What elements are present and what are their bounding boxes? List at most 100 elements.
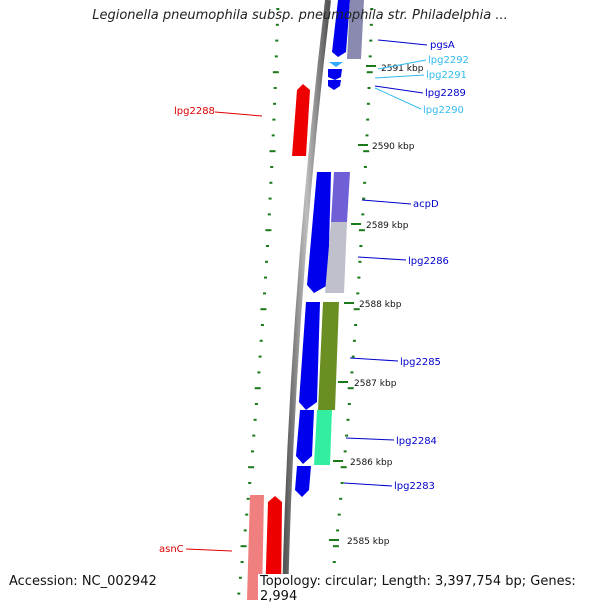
- tick-mark: [258, 355, 262, 358]
- tick-mark: [257, 371, 261, 374]
- tick-mark: [332, 545, 339, 548]
- tick-mark: [370, 8, 374, 10]
- tick-mark: [346, 418, 350, 421]
- tick-mark: [240, 545, 247, 548]
- gene-feature-lpg2284[interactable]: [314, 410, 332, 465]
- tick-mark: [275, 39, 279, 42]
- gene-label-lpg2291[interactable]: lpg2291: [426, 70, 467, 81]
- gene-feature-lpg2284-strand[interactable]: [296, 410, 314, 464]
- tick-mark: [358, 260, 362, 263]
- tick-mark: [352, 339, 356, 342]
- tick-mark: [354, 324, 358, 326]
- tick-mark: [357, 276, 361, 279]
- gene-feature-lpg2285[interactable]: [318, 302, 339, 410]
- label-leaders: [185, 39, 428, 552]
- tick-mark: [238, 576, 242, 579]
- map-title: Legionella pneumophila subsp. pneumophil…: [92, 8, 508, 23]
- gene-feature-lpg2286[interactable]: [325, 222, 347, 293]
- gene-feature-lpg2285-strand[interactable]: [299, 302, 320, 410]
- tick-mark: [254, 387, 261, 390]
- gene-feature-acpD-strand[interactable]: [307, 172, 331, 293]
- tick-mark: [363, 181, 367, 184]
- tick-mark: [253, 418, 257, 421]
- tick-mark: [369, 39, 373, 42]
- tick-mark: [368, 55, 372, 58]
- tick-mark: [359, 245, 363, 247]
- scale-label: 2587 kbp: [354, 379, 397, 389]
- tick-mark: [347, 403, 351, 405]
- gene-feature-lpg2283-strand[interactable]: [295, 466, 311, 497]
- gene-feature-lpg2291[interactable]: [328, 69, 342, 80]
- tick-mark: [268, 197, 272, 200]
- gene-label-lpg2292[interactable]: lpg2292: [428, 55, 469, 66]
- tick-mark: [243, 529, 247, 532]
- scale-label: 2590 kbp: [372, 142, 415, 152]
- tick-mark: [339, 497, 343, 500]
- tick-mark: [270, 166, 274, 168]
- gene-label-lpg2284[interactable]: lpg2284: [396, 436, 437, 447]
- gene-label-lpg2283[interactable]: lpg2283: [394, 481, 435, 492]
- gene-label-lpg2285[interactable]: lpg2285: [400, 357, 441, 368]
- tick-mark: [366, 118, 370, 121]
- tick-mark: [265, 260, 268, 263]
- tick-mark: [245, 513, 249, 516]
- tick-mark: [276, 8, 280, 10]
- tick-mark: [273, 87, 277, 89]
- gene-label-asnC[interactable]: asnC: [159, 544, 184, 555]
- tick-mark: [337, 513, 341, 516]
- gene-label-acpD[interactable]: acpD: [413, 199, 439, 210]
- tick-mark: [332, 561, 336, 563]
- tick-mark: [367, 87, 371, 89]
- tick-mark: [273, 102, 277, 105]
- tick-mark: [343, 450, 347, 453]
- tick-mark: [272, 71, 279, 74]
- tick-mark: [361, 213, 365, 216]
- tick-mark: [358, 229, 365, 232]
- tick-mark: [252, 434, 256, 437]
- tick-mark: [266, 245, 269, 247]
- tick-mark: [336, 529, 340, 532]
- gene-feature-lpg2288[interactable]: [292, 84, 310, 156]
- gene-label-pgsA[interactable]: pgsA: [430, 40, 455, 51]
- tick-mark: [350, 371, 354, 374]
- tick-mark: [240, 561, 244, 563]
- tick-mark: [259, 339, 263, 342]
- scale-label: 2589 kbp: [366, 221, 409, 231]
- tick-mark: [265, 229, 272, 232]
- scale-label: 2588 kbp: [359, 300, 402, 310]
- tick-mark: [351, 355, 355, 358]
- gene-feature-pgsA-shadow[interactable]: [347, 0, 364, 59]
- tick-mark: [263, 292, 266, 295]
- tick-mark: [269, 181, 273, 184]
- gene-feature-lpg2292[interactable]: [329, 62, 343, 67]
- tick-mark: [272, 118, 276, 121]
- tick-mark: [362, 197, 366, 200]
- gene-label-lpg2290[interactable]: lpg2290: [423, 105, 464, 116]
- tick-mark: [353, 308, 360, 311]
- tick-mark: [345, 434, 349, 437]
- tick-mark: [369, 23, 373, 26]
- gene-feature-lpg2289[interactable]: [328, 80, 341, 90]
- scale-label: 2591 kbp: [381, 64, 424, 74]
- tick-mark: [340, 466, 347, 469]
- genome-summary-text: Topology: circular; Length: 3,397,754 bp…: [258, 574, 600, 604]
- gene-feature-pgsA[interactable]: [332, 0, 350, 57]
- scale-label: 2585 kbp: [347, 537, 390, 547]
- tick-mark: [275, 23, 279, 26]
- gene-feature-acpD[interactable]: [331, 172, 350, 222]
- scale-labels: 2591 kbp 2590 kbp 2589 kbp 2588 kbp 2587…: [329, 64, 424, 547]
- tick-mark: [264, 276, 267, 279]
- forward-strand-features: [314, 0, 364, 465]
- tick-mark: [366, 71, 373, 74]
- tick-mark: [363, 166, 367, 168]
- gene-feature-asnC-light[interactable]: [247, 495, 264, 600]
- tick-mark: [254, 403, 258, 405]
- tick-mark: [260, 324, 264, 326]
- tick-mark: [248, 482, 252, 484]
- gene-label-lpg2288[interactable]: lpg2288: [174, 106, 215, 117]
- tick-mark: [246, 497, 250, 500]
- tick-mark: [267, 213, 271, 216]
- gene-label-lpg2289[interactable]: lpg2289: [425, 88, 466, 99]
- tick-mark: [363, 150, 370, 153]
- gene-label-lpg2286[interactable]: lpg2286: [408, 256, 449, 267]
